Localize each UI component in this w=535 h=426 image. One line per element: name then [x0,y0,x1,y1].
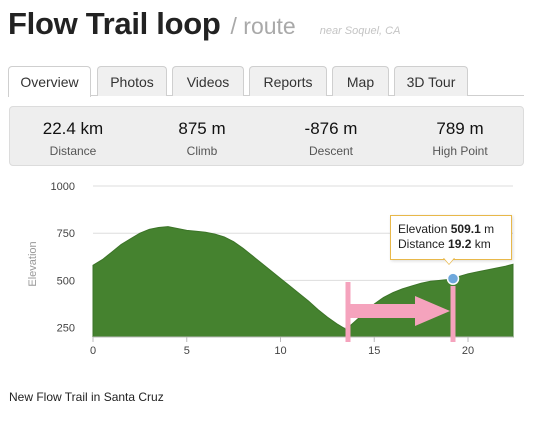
distance-arrow [350,296,450,326]
stat-climb-label: Climb [186,144,218,158]
stat-descent: -876 m Descent [271,107,391,165]
tooltip-distance-label: Distance [398,237,445,251]
stat-high-point-label: High Point [432,144,488,158]
tab-3d-tour[interactable]: 3D Tour [394,66,468,96]
x-tick-label: 15 [368,345,380,357]
tooltip-elevation-value: 509.1 [450,222,481,236]
stats-panel: 22.4 km Distance 875 m Climb -876 m Desc… [9,106,524,166]
x-tick-label: 10 [274,345,286,357]
hover-marker [446,272,460,285]
tooltip-elevation-row: Elevation 509.1 m [398,222,511,237]
page-header: Flow Trail loop / route near Soquel, CA [8,6,400,46]
tab-photos[interactable]: Photos [97,66,167,96]
page-title: Flow Trail loop [8,6,221,41]
location-label[interactable]: near Soquel, CA [319,25,401,37]
stat-distance: 22.4 km Distance [13,107,133,165]
tab-bar: Overview Photos Videos Reports Map 3D To… [8,66,524,97]
tooltip-caret-inner [444,258,454,264]
tooltip-elevation-label: Elevation [398,222,448,236]
tooltip-distance-row: Distance 19.2 km [398,237,511,252]
stat-distance-label: Distance [49,144,97,158]
y-tick-label: 500 [57,275,75,287]
y-axis-title: Elevation [27,241,39,286]
chart-tooltip: Elevation 509.1 m Distance 19.2 km [390,215,512,260]
elevation-profile-chart[interactable]: 250 500 750 1000 0 5 10 15 20 Elevation [0,172,535,372]
stat-descent-label: Descent [308,144,354,158]
tab-overview[interactable]: Overview [8,66,91,97]
stat-climb: 875 m Climb [142,107,262,165]
y-tick-label: 1000 [51,181,75,193]
tab-map[interactable]: Map [332,66,389,96]
stat-climb-value: 875 m [178,119,226,138]
x-tick-label: 20 [462,345,474,357]
y-tick-label: 250 [57,323,75,335]
tab-reports[interactable]: Reports [249,66,327,96]
tooltip-elevation-unit: m [484,222,495,236]
tooltip-distance-unit: km [474,237,491,251]
tab-videos[interactable]: Videos [172,66,244,96]
stat-high-point: 789 m High Point [400,107,520,165]
stat-high-point-value: 789 m [436,119,484,138]
route-description: New Flow Trail in Santa Cruz [9,390,164,404]
stat-descent-value: -876 m [304,119,358,138]
x-tick-label: 0 [90,345,96,357]
x-tick-label: 5 [184,345,190,357]
y-tick-label: 750 [57,228,75,240]
route-type-label: / route [230,13,296,39]
tooltip-distance-value: 19.2 [448,237,472,251]
stat-distance-value: 22.4 km [42,119,104,138]
